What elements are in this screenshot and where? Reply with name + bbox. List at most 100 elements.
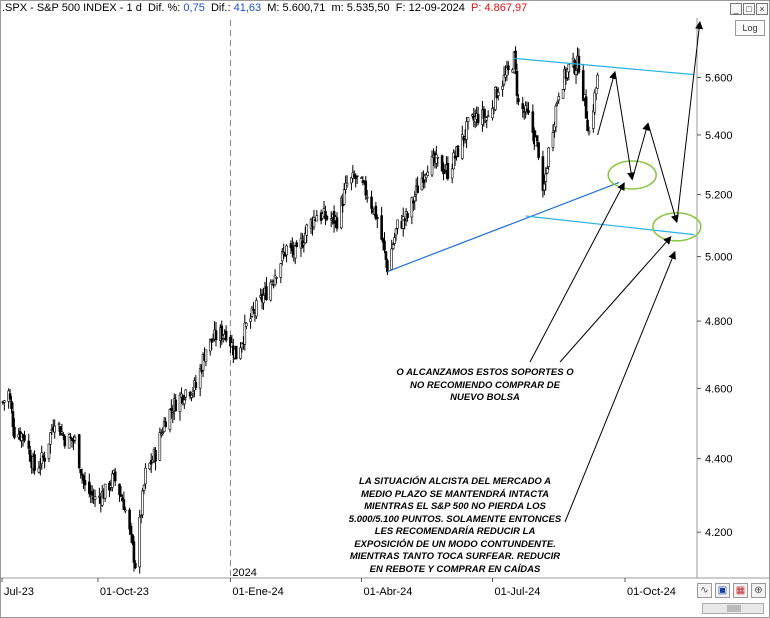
- candle-body: [93, 496, 97, 500]
- y-tick-label: 4.200: [705, 527, 733, 539]
- support-ellipse: [607, 160, 657, 190]
- uptrend-line: [387, 181, 620, 273]
- candle-body: [73, 436, 77, 441]
- wave-tool-icon[interactable]: ∿: [697, 583, 712, 598]
- candle-body: [275, 277, 278, 279]
- candle-body: [364, 180, 368, 196]
- candle-body: [383, 240, 386, 251]
- candle-body: [142, 485, 146, 491]
- candle-body: [401, 216, 405, 229]
- candle-body: [62, 434, 65, 436]
- candle-body: [144, 467, 147, 485]
- candle-body: [79, 469, 82, 474]
- candle-body: [40, 452, 44, 465]
- candle-body: [394, 228, 398, 236]
- chart-scrollbar[interactable]: [702, 603, 764, 614]
- candle-body: [329, 218, 333, 221]
- candle-body: [27, 440, 31, 449]
- log-scale-button[interactable]: Log: [735, 20, 765, 36]
- pointer-arrow: [564, 250, 676, 523]
- candle-body: [77, 434, 81, 469]
- candle-body: [352, 174, 356, 178]
- candle-body: [43, 457, 46, 462]
- date-value: 12-09-2024: [408, 2, 465, 14]
- candle-body: [452, 152, 455, 170]
- max-label: M:: [267, 2, 280, 14]
- candle-body: [158, 432, 162, 461]
- candle-body: [325, 216, 329, 220]
- candle-body: [531, 111, 535, 133]
- candle-body: [194, 382, 198, 388]
- x-tick-label: 01-Ene-24: [232, 586, 283, 598]
- candle-body: [11, 411, 15, 428]
- settings-icon[interactable]: ▦: [733, 583, 748, 598]
- projection-arrow: [676, 21, 704, 223]
- candle-body: [396, 219, 399, 229]
- candle-body: [596, 74, 599, 89]
- candle-body: [581, 70, 585, 101]
- candle-body: [592, 110, 595, 129]
- candle-body: [239, 347, 242, 359]
- save-icon[interactable]: ▣: [715, 583, 730, 598]
- candle-body: [41, 455, 45, 458]
- close-icon[interactable]: ×: [756, 3, 768, 15]
- candle-body: [128, 509, 131, 530]
- x-tick-label: Jul-23: [4, 586, 34, 598]
- candle-body: [87, 481, 91, 494]
- candle-body: [265, 286, 268, 301]
- supports-annotation: O ALCANZAMOS ESTOS SOPORTES O NO RECOMIE…: [396, 367, 574, 403]
- candle-body: [154, 450, 157, 462]
- candle-body: [60, 431, 64, 434]
- projection-arrow: [631, 122, 650, 180]
- candle-body: [252, 309, 255, 311]
- y-tick-label: 5.400: [705, 130, 733, 142]
- candle-body: [295, 242, 298, 248]
- x-tick-label: 01-Abr-24: [363, 586, 412, 598]
- candle-body: [544, 173, 548, 182]
- y-tick-label: 4.800: [705, 316, 733, 328]
- candle-body: [83, 480, 87, 486]
- candle-body: [557, 96, 561, 101]
- candle-body: [443, 170, 447, 173]
- candle-body: [521, 103, 525, 110]
- candle-body: [391, 244, 395, 249]
- minimize-icon[interactable]: _: [730, 3, 742, 15]
- dif-value: 41,63: [233, 2, 262, 14]
- support-ellipse: [652, 212, 702, 242]
- candle-body: [496, 91, 500, 96]
- candle-body: [67, 434, 71, 449]
- candle-body: [541, 156, 545, 191]
- candle-body: [515, 70, 519, 96]
- scrollbar-thumb[interactable]: [727, 605, 741, 612]
- candle-body: [188, 391, 192, 397]
- candle-body: [49, 432, 52, 445]
- candle-body: [535, 135, 539, 142]
- candle-body: [380, 215, 383, 240]
- restore-icon[interactable]: □: [743, 3, 755, 15]
- dif-pct-label: Dif. %:: [147, 2, 181, 14]
- candle-body: [342, 189, 346, 205]
- candle-body: [204, 349, 208, 363]
- y-tick-label: 5.200: [705, 190, 733, 202]
- pointer-arrow: [559, 236, 672, 363]
- trend-lines: [387, 57, 695, 273]
- candle-body: [491, 107, 494, 119]
- zoom-icon[interactable]: ⊕: [751, 583, 766, 598]
- candle-body: [514, 50, 517, 70]
- candle-body: [293, 245, 297, 259]
- candle-body: [279, 263, 283, 278]
- candle-body: [466, 117, 470, 122]
- candle-body: [69, 436, 72, 439]
- candle-body: [53, 425, 57, 433]
- candle-body: [132, 541, 136, 563]
- candle-body: [13, 426, 16, 438]
- candle-body: [47, 443, 51, 459]
- candle-body: [339, 198, 343, 229]
- axes: 5.600 5.400 5.200 5.000 4.800 4.600 4.400 4.200…: [1, 72, 733, 598]
- x-tick-label: 01-Oct-24: [627, 586, 676, 598]
- candle-body: [164, 421, 167, 428]
- chart-header: .SPX - S&P 500 INDEX - 1 d Dif. %: 0,75 …: [2, 2, 527, 14]
- min-value: 5.535,50: [346, 2, 390, 14]
- candle-body: [543, 183, 546, 191]
